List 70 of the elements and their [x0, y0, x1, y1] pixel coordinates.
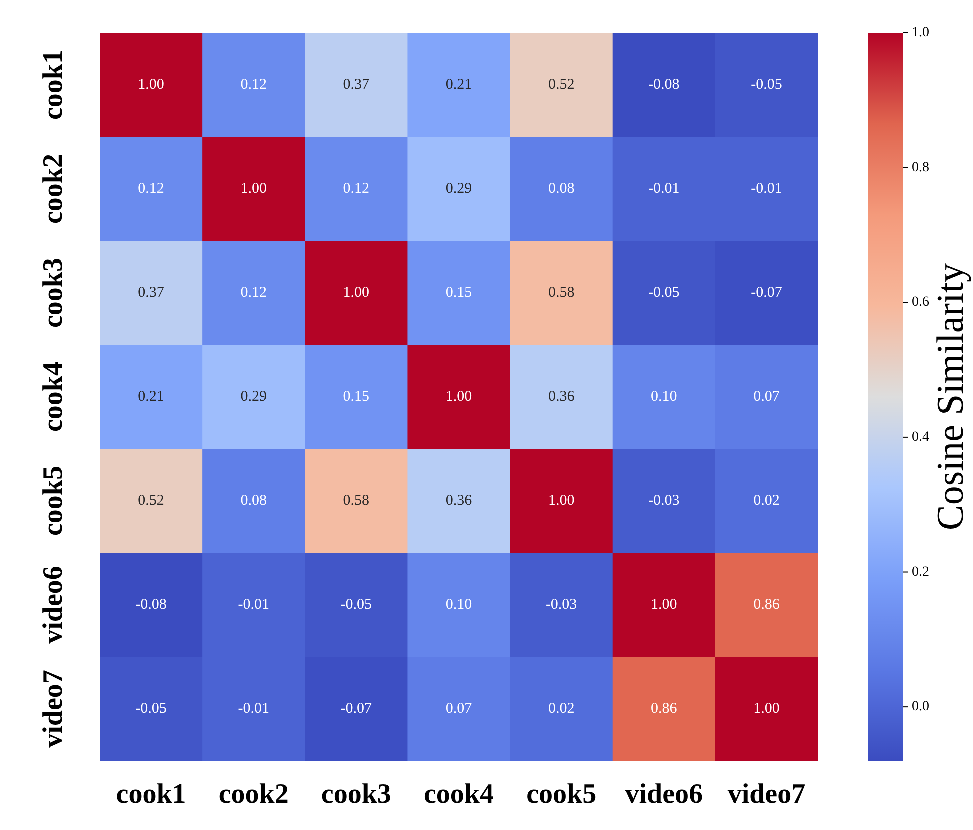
data-label: 1.00: [446, 389, 472, 405]
data-label: 0.07: [754, 389, 780, 405]
x-tick-label: video7: [728, 778, 806, 810]
data-label: 0.37: [138, 285, 165, 301]
data-label: 0.21: [446, 77, 472, 93]
data-label: -0.05: [136, 701, 167, 717]
data-label: 0.10: [446, 597, 472, 613]
data-label: 0.29: [240, 389, 267, 405]
color-bar-label: 0.8: [912, 160, 930, 176]
data-label: -0.03: [648, 493, 680, 509]
data-label: 0.86: [754, 597, 780, 613]
x-tick-label: cook1: [116, 778, 186, 810]
data-label: -0.05: [340, 597, 372, 613]
data-label: 0.02: [548, 701, 575, 717]
data-label: 0.15: [446, 285, 472, 301]
data-label: 0.12: [138, 181, 164, 197]
y-tick-label: cook4: [38, 362, 69, 432]
data-label: 0.07: [446, 701, 473, 717]
data-label: -0.01: [238, 597, 270, 613]
y-tick-label: cook2: [38, 154, 69, 224]
x-tick-label: cook3: [321, 778, 392, 810]
data-label: 1.00: [651, 597, 678, 613]
y-tick-label: video7: [38, 670, 69, 748]
x-tick-label: cook2: [218, 778, 289, 810]
data-label: 0.36: [548, 389, 576, 405]
data-label: 0.58: [548, 285, 575, 301]
data-label: 1.00: [343, 285, 370, 301]
color-bar-label: 0.4: [912, 430, 930, 445]
data-label: 1.00: [138, 77, 164, 93]
color-bar-label: 0.2: [912, 564, 930, 580]
data-label: 0.02: [754, 493, 780, 509]
data-label: 1.00: [548, 493, 575, 509]
data-label: -0.07: [751, 285, 783, 301]
y-tick-label: cook5: [38, 466, 69, 536]
y-tick-label: video6: [38, 566, 69, 644]
data-label: 0.10: [651, 389, 678, 405]
data-label: 0.37: [343, 77, 370, 93]
data-label: 0.12: [240, 285, 267, 301]
data-label: 0.08: [548, 181, 575, 197]
data-label: -0.05: [751, 77, 782, 93]
color-bar-title: Cosine Similarity: [930, 263, 972, 531]
data-label: 0.36: [446, 493, 473, 509]
y-tick-label: cook1: [38, 50, 69, 120]
data-label: -0.08: [136, 597, 167, 613]
data-label: 0.08: [240, 493, 267, 509]
data-label: 0.15: [343, 389, 370, 405]
data-label: -0.03: [546, 597, 578, 613]
data-label: 0.58: [343, 493, 370, 509]
data-label: -0.01: [238, 701, 270, 717]
data-label: 0.12: [240, 77, 267, 93]
data-label: -0.01: [751, 181, 782, 197]
y-tick-label: cook3: [38, 258, 69, 328]
data-label: -0.08: [648, 77, 680, 93]
data-label: -0.07: [340, 701, 373, 717]
data-label: -0.05: [648, 285, 680, 301]
data-label: 0.52: [138, 493, 164, 509]
data-label: 0.29: [446, 181, 472, 197]
data-label: 0.12: [343, 181, 370, 197]
color-bar-label: 1.0: [912, 26, 930, 40]
data-label: 0.86: [651, 701, 678, 717]
data-label: 0.21: [138, 389, 164, 405]
color-bar-label: 0.6: [912, 295, 930, 310]
data-label: -0.01: [648, 181, 680, 197]
x-tick-label: cook4: [424, 778, 494, 810]
data-label: 1.00: [754, 701, 780, 717]
x-tick-label: cook5: [526, 778, 597, 810]
data-label: 1.00: [240, 181, 267, 197]
x-tick-label: video6: [625, 778, 704, 810]
data-label: 0.52: [548, 77, 575, 93]
color-bar-label: 0.0: [912, 700, 930, 715]
